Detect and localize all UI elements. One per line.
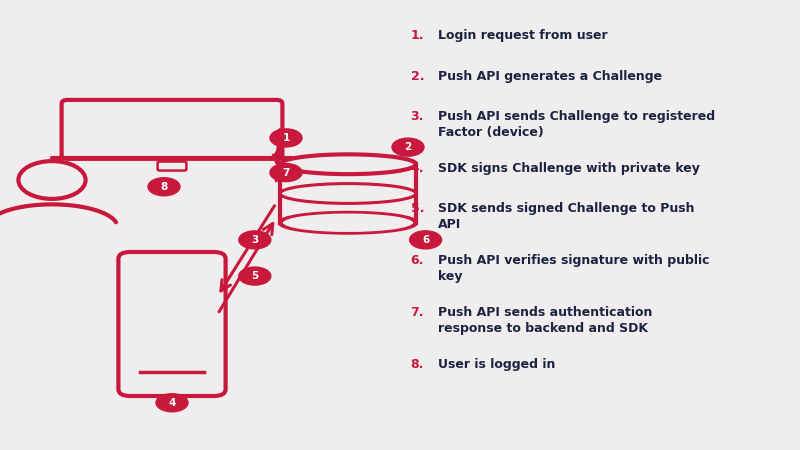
Circle shape — [156, 394, 188, 412]
Circle shape — [410, 231, 442, 249]
Circle shape — [148, 178, 180, 196]
Text: 6: 6 — [422, 235, 430, 245]
Text: 5.: 5. — [410, 202, 424, 216]
Text: 4: 4 — [168, 398, 176, 408]
Ellipse shape — [283, 214, 413, 232]
FancyBboxPatch shape — [69, 103, 275, 154]
Circle shape — [392, 138, 424, 156]
Text: 2.: 2. — [410, 70, 424, 83]
Text: 6.: 6. — [410, 254, 424, 267]
Circle shape — [238, 267, 270, 285]
Text: User is logged in: User is logged in — [438, 358, 556, 371]
Text: SDK sends signed Challenge to Push
API: SDK sends signed Challenge to Push API — [438, 202, 695, 231]
Text: Push API verifies signature with public
key: Push API verifies signature with public … — [438, 254, 710, 283]
Text: Login request from user: Login request from user — [438, 29, 608, 42]
Text: 8.: 8. — [410, 358, 424, 371]
Text: 1: 1 — [282, 133, 290, 143]
Text: 7.: 7. — [410, 306, 424, 319]
Text: 4.: 4. — [410, 162, 424, 175]
Bar — [280, 164, 416, 223]
Ellipse shape — [280, 154, 416, 174]
Circle shape — [238, 231, 270, 249]
Text: 3: 3 — [251, 235, 258, 245]
Ellipse shape — [280, 184, 416, 203]
Text: 2: 2 — [404, 142, 412, 152]
FancyBboxPatch shape — [133, 267, 211, 375]
Text: Push API generates a Challenge: Push API generates a Challenge — [438, 70, 662, 83]
Text: SDK signs Challenge with private key: SDK signs Challenge with private key — [438, 162, 700, 175]
Text: 7: 7 — [282, 167, 290, 178]
Ellipse shape — [280, 213, 416, 233]
Text: 1.: 1. — [410, 29, 424, 42]
Circle shape — [270, 129, 302, 147]
Text: 8: 8 — [160, 182, 168, 192]
Circle shape — [270, 163, 302, 181]
Text: 3.: 3. — [410, 110, 424, 123]
Text: Push API sends authentication
response to backend and SDK: Push API sends authentication response t… — [438, 306, 653, 335]
Text: Push API sends Challenge to registered
Factor (device): Push API sends Challenge to registered F… — [438, 110, 715, 139]
Text: 5: 5 — [251, 271, 258, 281]
